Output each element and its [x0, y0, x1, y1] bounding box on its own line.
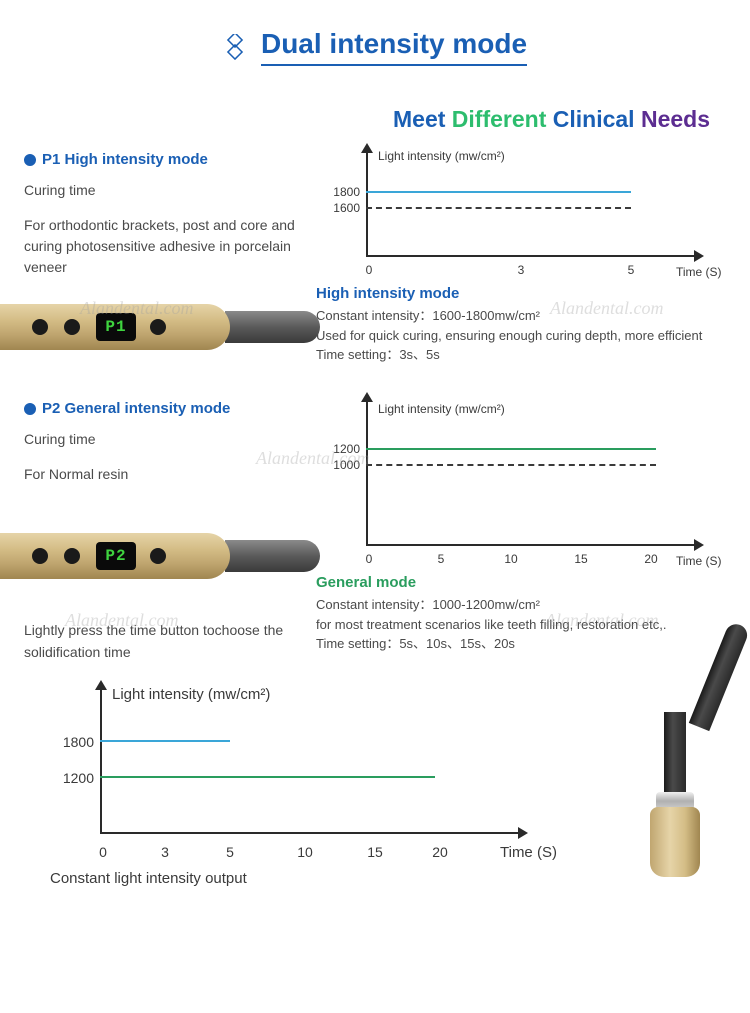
chart3-green-line	[100, 776, 435, 778]
p1-desc: For orthodontic brackets, post and core …	[24, 211, 316, 288]
chart1-dashed-line	[366, 207, 631, 209]
chart1-details: Constant intensity：1600-1800mw/cm² Used …	[316, 306, 726, 365]
chart2-dashed-line	[366, 464, 656, 466]
curing-light-tip-image	[630, 617, 720, 877]
chart3-blue-line	[100, 740, 230, 742]
p1-label: P1 High intensity mode	[24, 143, 316, 176]
tip-text: Lightly press the time button tochoose t…	[24, 607, 316, 664]
section-p1: P1 High intensity mode Curing time For o…	[0, 143, 750, 378]
chart-general-mode: Light intensity (mw/cm²) Time (S) 1200 1…	[316, 396, 726, 566]
chart1-solid-line	[366, 191, 631, 193]
p1-subhead: Curing time	[24, 176, 316, 211]
device-p2: P2	[0, 523, 310, 593]
page-title: Dual intensity mode	[0, 0, 750, 76]
subheading: Meet Different Clinical Needs	[0, 76, 750, 143]
diamond-icon	[223, 34, 249, 60]
device-screen-p2: P2	[96, 542, 136, 570]
chart2-caption: General mode	[316, 566, 726, 595]
chart-combined: Light intensity (mw/cm²) Time (S) 1800 1…	[50, 684, 570, 864]
p2-subhead: Curing time	[24, 425, 316, 460]
p2-label: P2 General intensity mode	[24, 392, 316, 425]
chart1-caption: High intensity mode	[316, 277, 726, 306]
chart2-solid-line	[366, 448, 656, 450]
device-screen-p1: P1	[96, 313, 136, 341]
title-text: Dual intensity mode	[261, 28, 527, 66]
device-p1: P1	[0, 294, 310, 364]
chart-high-intensity: Light intensity (mw/cm²) Time (S) 1800 1…	[316, 147, 726, 277]
p2-desc: For Normal resin	[24, 460, 316, 495]
